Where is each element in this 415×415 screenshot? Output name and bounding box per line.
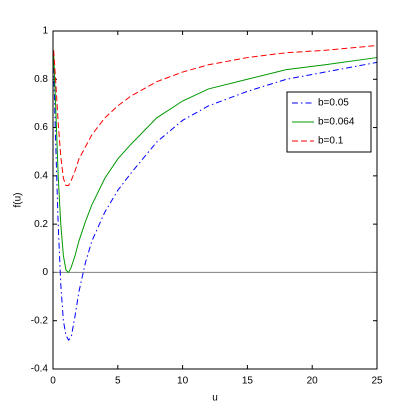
legend-label: b=0.05 bbox=[318, 98, 349, 109]
x-tick-label: 10 bbox=[177, 376, 189, 387]
x-tick-label: 25 bbox=[371, 376, 383, 387]
x-tick-label: 0 bbox=[50, 376, 56, 387]
plot-frame bbox=[52, 30, 378, 370]
x-tick-label: 15 bbox=[242, 376, 254, 387]
x-axis-label: u bbox=[212, 393, 218, 404]
x-tick-label: 20 bbox=[307, 376, 319, 387]
y-tick-label: 0.8 bbox=[34, 74, 48, 85]
y-axis-label: f(u) bbox=[13, 193, 24, 208]
y-tick-label: 0.2 bbox=[34, 219, 48, 230]
y-tick-label: 1 bbox=[42, 26, 48, 37]
series-line bbox=[53, 55, 378, 274]
y-tick-label: -0.2 bbox=[31, 315, 49, 326]
y-tick-label: 0.6 bbox=[34, 122, 48, 133]
x-tick-label: 5 bbox=[115, 376, 121, 387]
legend-label: b=0.1 bbox=[318, 136, 344, 147]
y-tick-label: -0.4 bbox=[31, 364, 49, 375]
y-tick-label: 0.4 bbox=[34, 170, 48, 181]
series-line bbox=[53, 44, 378, 187]
y-tick-label: 0 bbox=[42, 267, 48, 278]
legend-label: b=0.064 bbox=[318, 117, 355, 128]
series-line bbox=[53, 61, 378, 341]
